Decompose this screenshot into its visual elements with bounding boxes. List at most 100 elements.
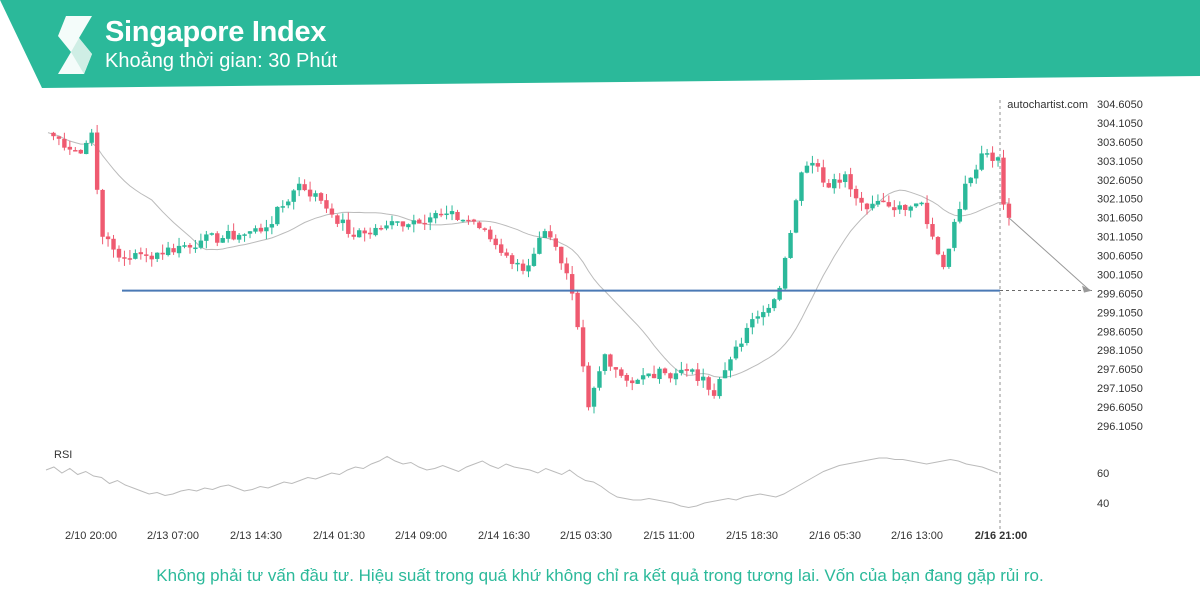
bearish-candle — [575, 292, 580, 328]
bearish-candle — [548, 231, 553, 238]
rsi-tick-label: 40 — [1097, 498, 1109, 510]
bearish-candle — [105, 236, 111, 240]
disclaimer: Không phải tư vấn đầu tư. Hiệu suất tron… — [156, 566, 1044, 585]
bullish-candle — [253, 228, 258, 232]
bearish-candle — [509, 255, 515, 264]
bullish-candle — [286, 201, 291, 206]
bearish-candle — [837, 179, 842, 183]
x-tick-label: 2/15 11:00 — [643, 530, 694, 542]
bearish-candle — [324, 200, 329, 209]
bullish-candle — [384, 225, 389, 229]
header-band-shape — [0, 0, 1200, 88]
moving-average-line — [47, 132, 1010, 378]
bearish-candle — [520, 263, 526, 271]
bullish-candle — [515, 262, 520, 265]
bearish-candle — [318, 193, 324, 201]
bearish-candle — [630, 380, 635, 384]
rsi-panel: RSI 60 40 — [45, 449, 1109, 510]
bullish-candle — [84, 142, 89, 155]
bullish-candle — [728, 359, 733, 371]
bearish-candle — [853, 188, 859, 199]
bullish-candle — [242, 234, 247, 236]
bullish-candle — [296, 183, 302, 191]
bearish-candle — [613, 367, 619, 370]
bearish-candle — [553, 238, 558, 247]
bullish-candle — [799, 172, 804, 201]
y-tick-label: 303.6050 — [1097, 137, 1143, 149]
bullish-candle — [209, 233, 214, 235]
bearish-candle — [990, 152, 995, 161]
bullish-candle — [269, 224, 275, 228]
bearish-candle — [711, 390, 717, 396]
bearish-candle — [56, 136, 62, 139]
x-tick-label: 2/14 16:30 — [478, 530, 530, 542]
bearish-candle — [564, 263, 569, 274]
bearish-candle — [488, 229, 493, 240]
bearish-candle — [67, 146, 73, 150]
bearish-candle — [482, 228, 487, 230]
bearish-candle — [455, 211, 460, 220]
bearish-candle — [171, 248, 176, 253]
bearish-candle — [930, 224, 935, 237]
y-tick-label: 298.1050 — [1097, 345, 1143, 357]
bullish-candle — [870, 203, 875, 209]
y-tick-label: 303.1050 — [1097, 156, 1143, 168]
bearish-candle — [695, 369, 700, 381]
y-tick-label: 304.1050 — [1097, 118, 1143, 130]
bullish-candle — [198, 240, 204, 248]
bullish-candle — [411, 220, 417, 225]
x-tick-label: 2/13 14:30 — [230, 530, 282, 542]
bullish-candle — [963, 183, 968, 210]
bullish-candle — [340, 219, 346, 224]
bullish-candle — [433, 212, 438, 219]
x-tick-label: 2/15 03:30 — [560, 530, 612, 542]
y-tick-label: 300.1050 — [1097, 269, 1143, 281]
x-tick-label: 2/13 07:00 — [147, 530, 199, 542]
x-tick-label: 2/16 21:00 — [975, 530, 1028, 542]
y-tick-label: 300.6050 — [1097, 251, 1143, 263]
bearish-candle — [122, 257, 127, 259]
bearish-candle — [127, 258, 133, 260]
bearish-candle — [706, 377, 711, 390]
bullish-candle — [755, 316, 760, 319]
bullish-candle — [602, 354, 608, 371]
bullish-candle — [373, 227, 378, 236]
rsi-label: RSI — [54, 449, 72, 461]
bullish-candle — [957, 208, 963, 222]
y-tick-label: 296.6050 — [1097, 402, 1143, 414]
y-tick-label: 296.1050 — [1097, 421, 1143, 433]
bullish-candle — [182, 245, 187, 247]
bearish-candle — [892, 207, 897, 211]
bearish-candle — [73, 150, 78, 152]
bearish-candle — [116, 248, 122, 258]
bullish-candle — [739, 343, 744, 347]
bearish-candle — [821, 167, 826, 183]
bullish-candle — [291, 190, 296, 202]
bearish-candle — [864, 203, 870, 210]
moving-average — [47, 132, 1010, 378]
bullish-candle — [782, 257, 788, 289]
bullish-candle — [750, 319, 755, 328]
y-tick-label: 301.1050 — [1097, 232, 1143, 244]
bearish-candle — [362, 230, 367, 234]
bullish-candle — [176, 245, 182, 254]
candles — [51, 124, 1012, 414]
bearish-candle — [378, 227, 384, 230]
bullish-candle — [897, 205, 902, 210]
bearish-candle — [231, 230, 236, 240]
bullish-candle — [717, 379, 722, 397]
bearish-candle — [302, 184, 307, 191]
bearish-candle — [498, 244, 504, 253]
bullish-candle — [236, 234, 242, 240]
bullish-candle — [657, 368, 662, 380]
bullish-candle — [280, 206, 285, 208]
bullish-candle — [264, 227, 269, 232]
bearish-candle — [559, 246, 564, 264]
bearish-candle — [51, 132, 56, 137]
bearish-candle — [619, 369, 624, 376]
bullish-candle — [133, 253, 138, 259]
interval-subtitle: Khoảng thời gian: 30 Phút — [105, 50, 338, 72]
x-tick-label: 2/14 01:30 — [313, 530, 365, 542]
bullish-candle — [444, 213, 449, 216]
bearish-candle — [160, 252, 165, 255]
